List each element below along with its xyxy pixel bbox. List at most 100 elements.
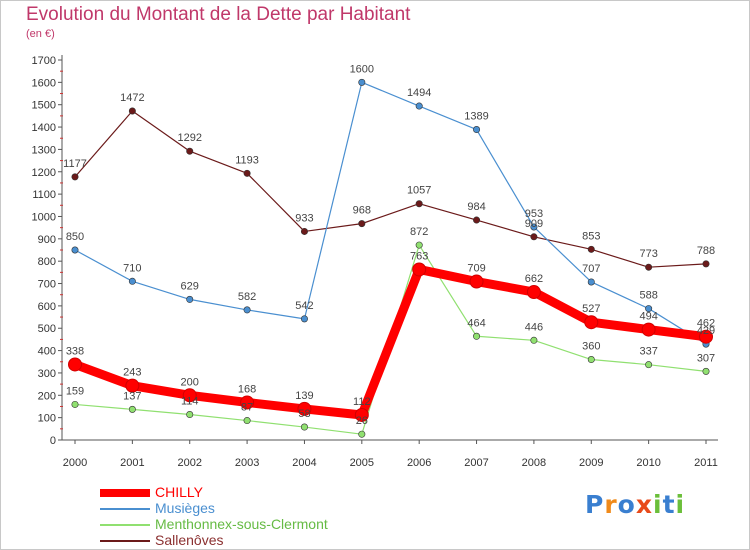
- y-tick-label: 1700: [32, 55, 56, 67]
- data-label-menthonnex-sous-clermont: 872: [410, 226, 428, 238]
- data-point-sallenoves: [645, 263, 653, 271]
- legend-swatch: [100, 540, 150, 542]
- y-tick-label: 700: [38, 279, 56, 291]
- data-point-sallenoves: [71, 173, 79, 181]
- data-point-chilly: [297, 401, 312, 416]
- y-tick-label: 400: [38, 346, 56, 358]
- series-line-chilly: [70, 264, 711, 420]
- data-label-sallenoves: 788: [697, 245, 715, 257]
- data-point-chilly: [469, 274, 484, 289]
- y-tick-label: 1300: [32, 144, 56, 156]
- x-tick-label: 2005: [350, 457, 374, 469]
- data-label-musieges: 1389: [464, 111, 488, 123]
- legend-label: Musièges: [155, 500, 215, 516]
- data-point-sallenoves: [473, 216, 481, 224]
- y-tick-label: 300: [38, 368, 56, 380]
- data-point-menthonnex-sous-clermont: [530, 336, 538, 344]
- data-label-chilly: 763: [410, 250, 428, 262]
- data-label-menthonnex-sous-clermont: 337: [639, 346, 657, 358]
- data-point-menthonnex-sous-clermont: [702, 367, 710, 375]
- data-label-musieges: 1600: [350, 63, 374, 75]
- chart-series: [68, 78, 713, 438]
- data-label-menthonnex-sous-clermont: 307: [697, 352, 715, 364]
- data-label-menthonnex-sous-clermont: 446: [525, 321, 543, 333]
- data-point-menthonnex-sous-clermont: [186, 411, 194, 419]
- data-point-menthonnex-sous-clermont: [128, 405, 136, 413]
- data-label-musieges: 710: [123, 262, 141, 274]
- y-tick-label: 800: [38, 256, 56, 268]
- y-tick-label: 1500: [32, 100, 56, 112]
- y-tick-label: 600: [38, 301, 56, 313]
- data-label-menthonnex-sous-clermont: 159: [66, 385, 84, 397]
- data-label-musieges: 542: [295, 300, 313, 312]
- y-tick-label: 1100: [32, 189, 56, 201]
- logo-letter: P: [585, 490, 605, 519]
- data-point-chilly: [699, 329, 713, 344]
- data-label-sallenoves: 773: [639, 248, 657, 260]
- data-label-musieges: 707: [582, 263, 600, 275]
- data-point-chilly: [68, 357, 82, 372]
- data-point-sallenoves: [243, 169, 251, 177]
- data-point-musieges: [186, 295, 194, 303]
- data-point-sallenoves: [702, 260, 710, 268]
- logo-letter: r: [604, 490, 618, 519]
- data-point-sallenoves: [530, 233, 538, 241]
- data-point-musieges: [530, 223, 538, 231]
- data-point-sallenoves: [587, 245, 595, 253]
- data-label-sallenoves: 1177: [63, 158, 87, 170]
- logo-letter: t: [662, 490, 676, 519]
- data-label-chilly: 527: [582, 303, 600, 315]
- data-label-chilly: 494: [639, 311, 657, 323]
- x-tick-label: 2006: [407, 457, 431, 469]
- data-point-musieges: [128, 277, 136, 285]
- data-label-chilly: 338: [66, 345, 84, 357]
- y-tick-label: 1200: [32, 167, 56, 179]
- data-point-musieges: [645, 305, 653, 313]
- x-tick-label: 2010: [636, 457, 660, 469]
- y-tick-label: 0: [50, 435, 56, 447]
- data-point-menthonnex-sous-clermont: [243, 417, 251, 425]
- y-tick-label: 500: [38, 323, 56, 335]
- data-label-sallenoves: 1057: [407, 185, 431, 197]
- data-point-chilly: [125, 378, 140, 393]
- data-point-musieges: [300, 315, 308, 323]
- data-point-musieges: [415, 102, 423, 110]
- data-label-chilly: 243: [123, 367, 141, 379]
- data-label-chilly: 709: [467, 263, 485, 275]
- data-label-menthonnex-sous-clermont: 360: [582, 341, 600, 353]
- chart-axes: 0 100 200 300 400 500 600 700 800 900 1000 1100 1200…: [32, 55, 718, 469]
- legend-label: Sallenôves: [155, 532, 224, 548]
- data-label-sallenoves: 853: [582, 230, 600, 242]
- chart-title: Evolution du Montant de la Dette par Hab…: [26, 4, 411, 25]
- data-label-sallenoves: 909: [525, 218, 543, 230]
- data-point-sallenoves: [128, 107, 136, 115]
- data-point-chilly: [354, 407, 369, 422]
- data-label-musieges: 1494: [407, 87, 431, 99]
- data-point-menthonnex-sous-clermont: [473, 332, 481, 340]
- data-label-menthonnex-sous-clermont: 26: [356, 415, 368, 427]
- data-point-chilly: [412, 262, 427, 277]
- data-point-menthonnex-sous-clermont: [415, 241, 423, 249]
- data-label-menthonnex-sous-clermont: 114: [181, 396, 199, 408]
- y-tick-label: 1600: [32, 77, 56, 89]
- y-tick-label: 100: [38, 413, 56, 425]
- x-tick-label: 2008: [522, 457, 546, 469]
- data-label-chilly: 112: [353, 396, 371, 408]
- x-tick-label: 2009: [579, 457, 603, 469]
- x-tick-label: 2011: [694, 457, 718, 469]
- logo-letter: i: [653, 490, 663, 519]
- data-point-menthonnex-sous-clermont: [358, 430, 366, 438]
- chart-data-labels: 1177 1472 1292 1193 933 968 1057 984 909 853 773 78…: [63, 63, 715, 427]
- data-label-chilly: 168: [238, 383, 256, 395]
- data-point-sallenoves: [186, 147, 194, 155]
- data-label-menthonnex-sous-clermont: 87: [241, 402, 253, 414]
- data-label-menthonnex-sous-clermont: 464: [467, 317, 485, 329]
- data-label-sallenoves: 984: [467, 201, 485, 213]
- data-label-musieges: 429: [697, 325, 715, 337]
- data-label-menthonnex-sous-clermont: 58: [298, 408, 310, 420]
- data-point-musieges: [358, 78, 366, 86]
- line-chart: 0 100 200 300 400 500 600 700 800 900 1000 1100 1200…: [32, 55, 718, 469]
- data-label-sallenoves: 1193: [235, 154, 259, 166]
- x-tick-label: 2000: [63, 457, 87, 469]
